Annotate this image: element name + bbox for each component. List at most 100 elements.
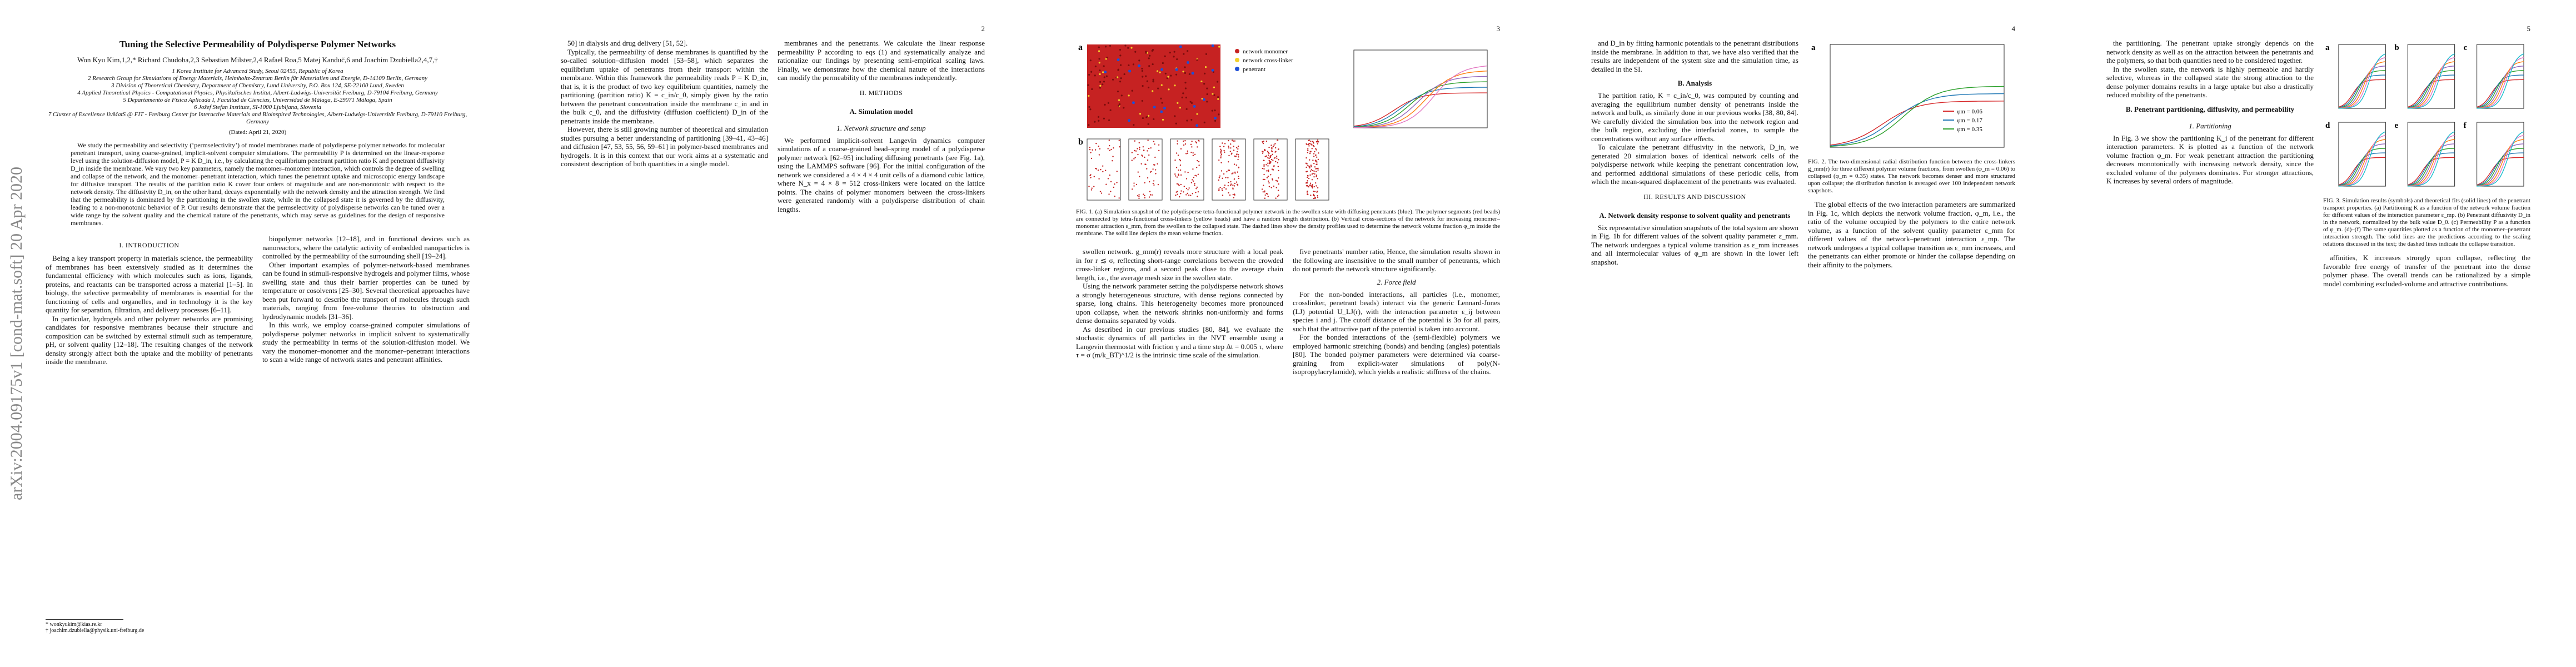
network-bead <box>1217 81 1219 83</box>
network-bead <box>1277 181 1278 182</box>
network-bead <box>1195 141 1197 143</box>
plot-frame <box>1830 44 2005 148</box>
network-bead <box>1138 59 1140 62</box>
network-bead <box>1152 168 1154 170</box>
network-bead <box>1168 88 1170 91</box>
network-bead <box>1094 121 1096 123</box>
paragraph: The partition ratio, K = c_in/c_0, was c… <box>1591 91 1798 143</box>
network-bead <box>1190 151 1192 153</box>
panel-label: b <box>1078 137 1083 147</box>
network-bead <box>1278 194 1279 196</box>
network-bead <box>1105 183 1107 185</box>
network-bead <box>1277 140 1279 141</box>
network-bead <box>1316 174 1318 176</box>
network-bead <box>1194 153 1196 155</box>
network-bead <box>1095 167 1097 170</box>
network-bead <box>1153 184 1155 186</box>
network-bead <box>1236 151 1238 153</box>
network-bead <box>1154 169 1157 171</box>
column: and D_in by fitting harmonic potentials … <box>1591 39 1798 634</box>
plot-curve <box>2338 148 2386 186</box>
paragraph: In this work, we employ coarse-grained c… <box>262 321 470 364</box>
network-bead <box>1233 150 1235 151</box>
network-bead <box>1267 196 1269 197</box>
network-bead <box>1206 101 1208 103</box>
plot-curve <box>2408 157 2455 186</box>
network-bead <box>1314 173 1316 175</box>
network-bead <box>1103 65 1105 67</box>
penetrant <box>1211 68 1214 72</box>
network-bead <box>1219 146 1221 147</box>
network-bead <box>1315 171 1317 172</box>
network-bead <box>1218 46 1220 48</box>
column: biopolymer networks [12–18], and in func… <box>262 235 470 634</box>
network-bead <box>1109 174 1111 176</box>
network-bead <box>1100 168 1102 171</box>
legend-marker <box>1235 67 1239 71</box>
penetrant <box>1179 45 1182 48</box>
network-bead <box>1268 182 1270 184</box>
network-bead <box>1219 186 1221 188</box>
network-bead <box>1179 160 1182 162</box>
network-bead <box>1107 148 1109 150</box>
paragraph: In Fig. 3 we show the partitioning K_i o… <box>2106 133 2314 186</box>
network-bead <box>1263 185 1264 186</box>
plot-curve <box>2408 148 2455 186</box>
network-bead <box>1183 144 1185 146</box>
affiliation: 1 Korea Institute for Advanced Study, Se… <box>172 68 343 74</box>
network-bead <box>1313 163 1315 165</box>
network-bead <box>1306 157 1307 159</box>
subsection-heading: B. Analysis <box>1677 79 1712 87</box>
penetrant <box>1163 107 1167 110</box>
network-bead <box>1271 168 1273 170</box>
figure-graphic: a φm = 0.06 φm = 0.17 φm = 0.35 <box>1811 43 2005 148</box>
penetrant <box>1104 71 1107 74</box>
network-bead <box>1265 192 1267 195</box>
network-bead <box>1150 147 1152 149</box>
network-bead <box>1310 165 1312 166</box>
network-bead <box>1175 122 1177 125</box>
panel-label: c <box>2464 43 2468 52</box>
network-bead <box>1265 155 1268 157</box>
network-bead <box>1317 167 1319 170</box>
network-bead <box>1160 97 1162 99</box>
network-bead <box>1270 145 1272 146</box>
network-bead <box>1277 190 1279 191</box>
plot-curve <box>2477 139 2524 187</box>
network-bead <box>1313 195 1314 196</box>
network-bead <box>1154 164 1155 166</box>
penetrant <box>1128 119 1131 122</box>
network-bead <box>1268 180 1269 182</box>
network-bead <box>1119 103 1121 106</box>
network-bead <box>1235 147 1238 148</box>
network-bead <box>1144 195 1145 197</box>
network-bead <box>1230 185 1232 186</box>
network-bead <box>1175 73 1178 76</box>
network-bead <box>1133 182 1135 184</box>
network-bead <box>1313 156 1315 157</box>
network-bead <box>1152 78 1154 81</box>
legend-label: φm = 0.06 <box>1957 108 1982 115</box>
network-bead <box>1311 173 1313 175</box>
panel-label: f <box>2464 121 2467 130</box>
network-bead <box>1088 94 1090 97</box>
network-bead <box>1310 195 1312 196</box>
network-bead <box>1316 191 1318 193</box>
network-bead <box>1180 148 1182 150</box>
network-bead <box>1130 47 1133 49</box>
network-bead <box>1233 185 1235 187</box>
network-bead <box>1099 81 1102 83</box>
network-bead <box>1193 180 1194 182</box>
affiliation: 5 Departamento de Física Aplicada I, Fac… <box>123 97 392 103</box>
network-bead <box>1204 66 1207 68</box>
plot-frame <box>1353 49 1488 128</box>
network-bead <box>1133 185 1135 187</box>
network-bead <box>1306 191 1308 193</box>
paragraph: We performed implicit-solvent Langevin d… <box>778 136 985 213</box>
network-bead <box>1179 107 1181 109</box>
network-bead <box>1182 71 1184 73</box>
network-bead <box>1164 55 1166 57</box>
network-bead <box>1308 177 1310 180</box>
network-bead <box>1098 50 1100 52</box>
plot-curve <box>2338 61 2386 109</box>
